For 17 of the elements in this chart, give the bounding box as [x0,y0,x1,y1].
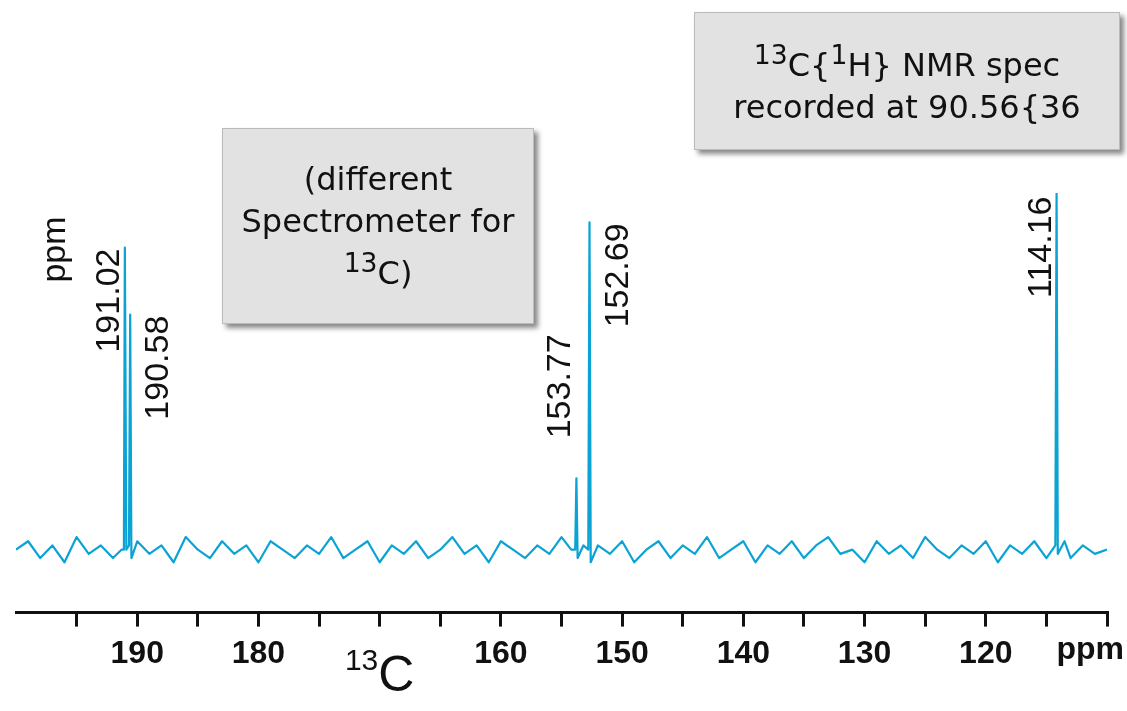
x-tick-label: 140 [716,633,771,670]
x-tick-label: 190 [110,633,164,670]
x-tick-label: 120 [959,633,1013,670]
text: ppm [1056,630,1124,667]
annotation: 114.16 [1019,196,1058,298]
x-tick-label: 180 [231,633,286,670]
annotation: 153.77 [539,334,578,439]
annotation: 191.02 [87,248,126,353]
annotation: (different Spectrometer for $^{13}$C) [240,159,516,294]
annotation: 190.58 [137,315,176,420]
note-box: (different Spectrometer for $^{13}$C) [222,128,534,324]
caption-box: $^{13}$C{$^{1}$H} NMR spec recorded at 90.56{36 [694,12,1120,150]
x-tick-label: 130 [837,633,892,670]
x-tick-label: 150 [595,633,649,670]
annotation: ppm [33,216,72,283]
x-tick-label: 160 [474,633,528,670]
annotation: 152.69 [596,223,635,328]
